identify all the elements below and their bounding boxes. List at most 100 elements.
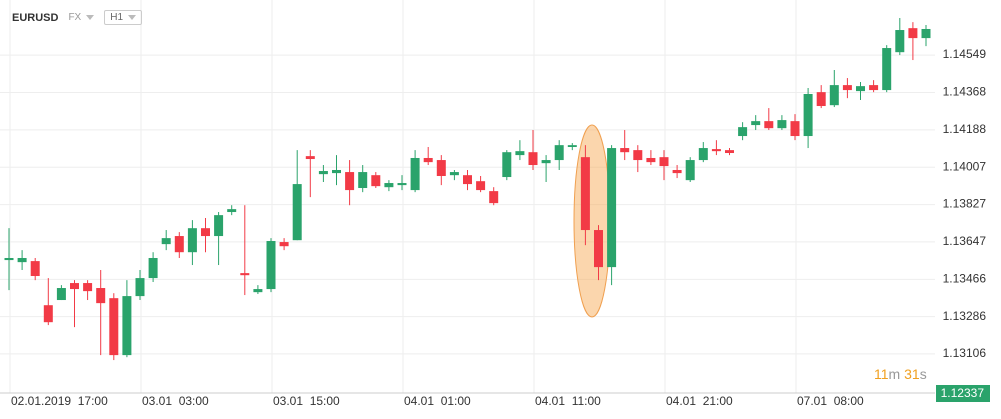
candle-body	[842, 85, 852, 91]
candle-body	[43, 305, 53, 323]
candle-body	[109, 298, 119, 356]
header: EURUSD FX H1	[12, 10, 143, 25]
candle-body	[594, 230, 603, 268]
seconds: 31	[904, 366, 920, 382]
candle-body	[672, 169, 682, 174]
candle-body	[725, 150, 734, 154]
candle-body	[777, 120, 787, 129]
y-tick-label: 1.13827	[943, 197, 987, 211]
y-tick-label: 1.13647	[943, 234, 987, 248]
x-tick-label: 02.01.2019 17:00	[11, 394, 108, 408]
candle-body	[56, 288, 66, 301]
candle-body	[476, 181, 486, 191]
candle-body	[895, 30, 905, 53]
candle-body	[502, 152, 512, 178]
candle-body	[764, 121, 774, 129]
candle-body	[161, 238, 171, 245]
y-tick-label: 1.13106	[943, 346, 987, 360]
candle-body	[423, 157, 433, 163]
candle-body	[436, 160, 446, 177]
candle-body	[135, 278, 145, 297]
x-tick-label: 07.01 08:00	[797, 394, 864, 408]
candle-body	[240, 273, 250, 276]
candle-body	[659, 157, 669, 167]
candle-body	[227, 209, 237, 213]
y-tick-label: 1.14188	[943, 122, 987, 136]
candle-body	[882, 48, 892, 91]
candle-body	[554, 145, 564, 161]
candle-body	[279, 242, 289, 247]
candle-body	[292, 184, 302, 241]
candle-body	[869, 85, 879, 91]
candle-body	[646, 157, 656, 163]
candle-body	[201, 228, 210, 237]
candle-body	[738, 127, 748, 137]
candle-body	[253, 289, 263, 293]
x-tick-label: 04.01 01:00	[404, 394, 471, 408]
timeframe: H1	[110, 12, 124, 23]
candle-body	[371, 175, 381, 187]
countdown: 11m 31s	[874, 366, 927, 382]
candle-body	[528, 152, 538, 166]
y-tick-label: 1.14007	[943, 159, 987, 173]
candle-body	[358, 172, 368, 189]
candle-body	[567, 145, 577, 148]
candle-body	[384, 183, 394, 188]
candle-body	[345, 172, 355, 191]
last-price-tag: 1.12337	[936, 385, 990, 402]
candle-body	[829, 85, 839, 106]
candle-body	[711, 149, 721, 152]
candle-body	[266, 241, 276, 290]
x-tick-label: 04.01 21:00	[666, 394, 733, 408]
candle-body	[633, 150, 643, 161]
y-tick-label: 1.14368	[943, 85, 987, 99]
candle-body	[620, 148, 630, 153]
candle-body	[214, 215, 224, 237]
x-tick-label: 03.01 15:00	[273, 394, 340, 408]
candle-body	[856, 86, 865, 92]
candle-body	[449, 172, 459, 176]
candle-body	[908, 28, 918, 39]
candle-body	[30, 261, 40, 277]
y-tick-label: 1.13286	[943, 309, 987, 323]
candle-body	[489, 191, 499, 204]
candle-body	[318, 171, 328, 175]
candle-body	[463, 175, 472, 185]
candle-body	[332, 169, 341, 174]
candle-body	[790, 121, 800, 137]
candle-body	[803, 94, 813, 137]
candle-body	[305, 156, 315, 160]
candle-body	[70, 283, 79, 290]
candle-body	[174, 236, 184, 253]
candle-body	[607, 148, 617, 268]
candle-body	[187, 228, 197, 253]
candle-body	[397, 183, 407, 186]
x-tick-label: 03.01 03:00	[142, 394, 209, 408]
candle-body	[83, 283, 93, 292]
minutes: 11	[874, 366, 889, 382]
candle-body	[541, 160, 551, 164]
candle-body	[17, 257, 27, 263]
timeframe-select[interactable]: H1	[104, 10, 143, 25]
candle-body	[515, 151, 525, 156]
candle-body	[580, 157, 590, 231]
candle-body	[685, 160, 695, 181]
candle-body	[122, 296, 132, 356]
candle-body	[698, 148, 708, 161]
market: FX	[68, 12, 82, 23]
candle-body	[751, 121, 761, 126]
candle-body	[816, 92, 826, 107]
y-tick-label: 1.14549	[943, 47, 987, 61]
market-select[interactable]: FX	[68, 12, 95, 23]
seconds-unit: s	[919, 366, 927, 382]
candle-body	[4, 257, 14, 261]
symbol: EURUSD	[12, 11, 59, 24]
candle-body	[148, 257, 158, 279]
highlight	[573, 124, 611, 318]
candle-body	[410, 157, 420, 191]
candle-body	[921, 28, 931, 39]
candle-body	[96, 288, 106, 304]
x-tick-label: 04.01 11:00	[535, 394, 601, 408]
